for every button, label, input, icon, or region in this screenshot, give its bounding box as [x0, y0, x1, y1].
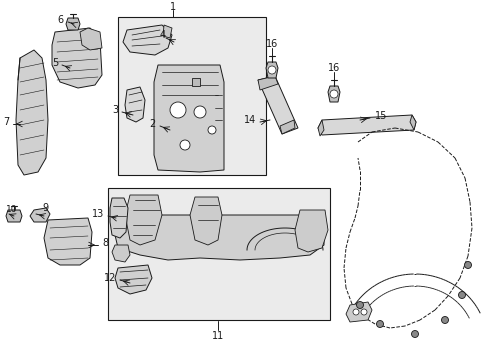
- Polygon shape: [80, 28, 102, 50]
- Polygon shape: [154, 65, 224, 172]
- Polygon shape: [346, 302, 371, 322]
- Bar: [118, 17, 265, 175]
- Polygon shape: [317, 115, 415, 135]
- Text: 15: 15: [374, 111, 386, 121]
- Circle shape: [376, 320, 383, 328]
- Circle shape: [180, 140, 190, 150]
- Text: 9: 9: [42, 203, 48, 213]
- Polygon shape: [327, 86, 339, 102]
- Polygon shape: [409, 115, 415, 130]
- Polygon shape: [6, 210, 22, 222]
- Circle shape: [352, 309, 358, 315]
- Polygon shape: [294, 210, 327, 252]
- Text: 16: 16: [327, 63, 340, 73]
- Polygon shape: [66, 18, 80, 30]
- Polygon shape: [44, 218, 92, 265]
- Polygon shape: [52, 28, 102, 88]
- Text: 5: 5: [52, 58, 58, 68]
- Text: 16: 16: [265, 39, 278, 49]
- Polygon shape: [125, 195, 162, 245]
- Polygon shape: [30, 208, 50, 222]
- Polygon shape: [16, 50, 48, 175]
- Circle shape: [329, 90, 337, 98]
- Circle shape: [458, 292, 465, 298]
- Polygon shape: [110, 198, 128, 238]
- Polygon shape: [258, 76, 278, 90]
- Polygon shape: [115, 265, 152, 294]
- Text: 7: 7: [3, 117, 9, 127]
- Polygon shape: [125, 87, 145, 122]
- Polygon shape: [265, 62, 278, 78]
- Text: 13: 13: [92, 209, 104, 219]
- Text: 11: 11: [211, 331, 224, 341]
- Circle shape: [360, 309, 366, 315]
- Polygon shape: [163, 25, 172, 38]
- Polygon shape: [123, 25, 172, 55]
- Circle shape: [411, 330, 418, 338]
- Text: 14: 14: [243, 115, 256, 125]
- Polygon shape: [317, 120, 324, 136]
- Circle shape: [464, 261, 470, 269]
- Text: 6: 6: [58, 15, 64, 25]
- Circle shape: [356, 302, 363, 309]
- Text: 12: 12: [103, 273, 116, 283]
- Circle shape: [194, 106, 205, 118]
- Circle shape: [441, 316, 447, 324]
- Polygon shape: [115, 215, 324, 260]
- Circle shape: [267, 66, 275, 74]
- Text: 4: 4: [160, 30, 166, 40]
- Text: 3: 3: [112, 105, 118, 115]
- Text: 1: 1: [170, 2, 176, 12]
- Polygon shape: [280, 120, 294, 134]
- Bar: [108, 188, 329, 320]
- Polygon shape: [258, 76, 297, 134]
- Circle shape: [170, 102, 185, 118]
- Text: 2: 2: [149, 119, 156, 129]
- Polygon shape: [190, 197, 222, 245]
- Text: 8: 8: [102, 238, 108, 248]
- Circle shape: [207, 126, 216, 134]
- Polygon shape: [112, 245, 130, 262]
- Bar: [192, 78, 200, 86]
- Text: 10: 10: [6, 206, 18, 215]
